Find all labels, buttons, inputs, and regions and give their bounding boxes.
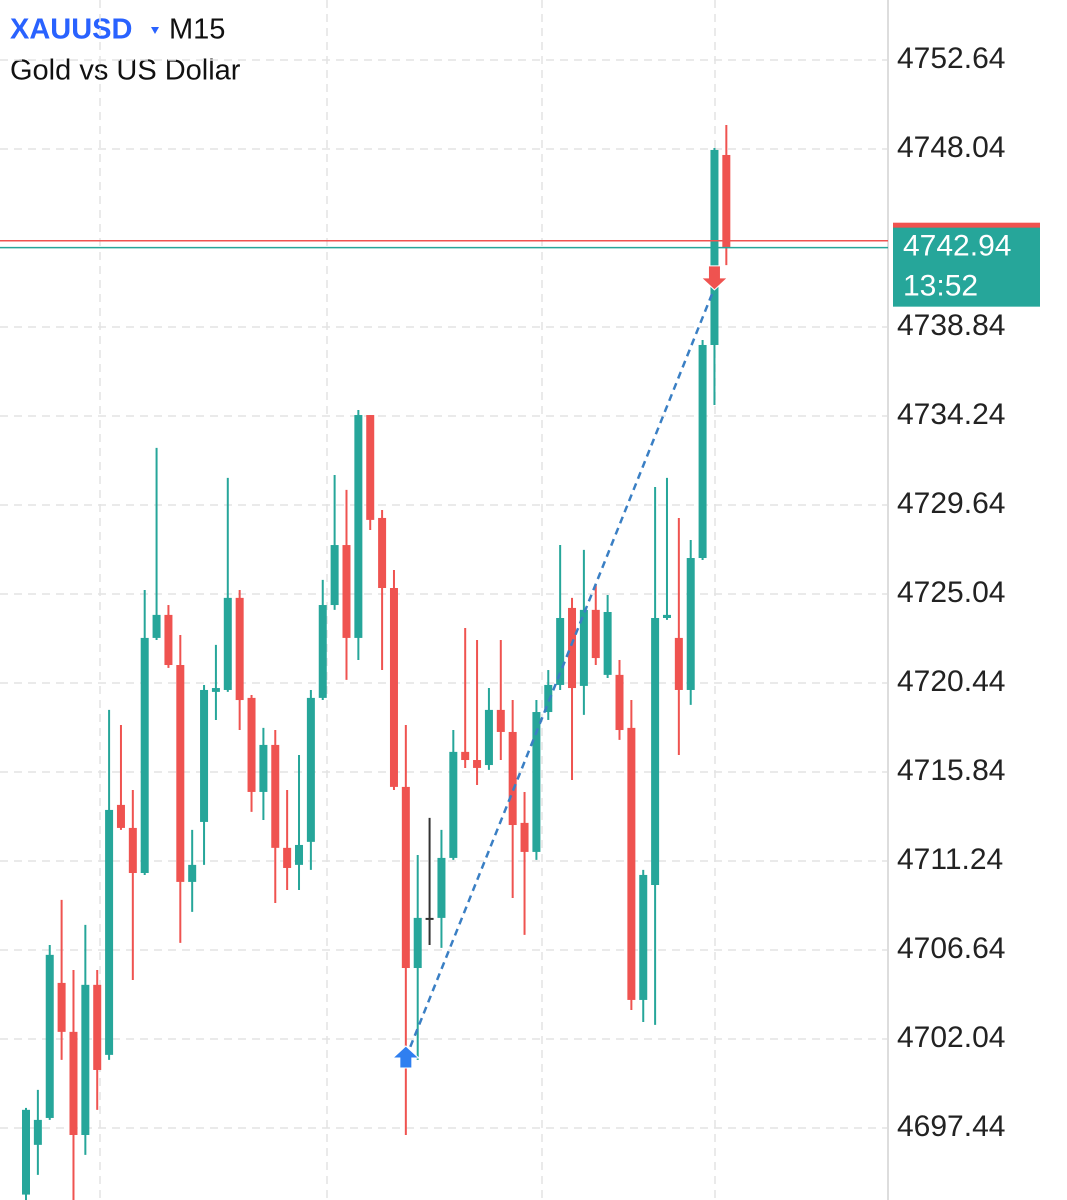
candle-body	[259, 744, 268, 792]
last-price-box	[893, 227, 1040, 307]
symbol[interactable]: XAUUSD	[10, 14, 132, 46]
candle-body	[544, 684, 553, 713]
timeframe[interactable]: M15	[169, 14, 225, 46]
candle-body	[484, 709, 493, 766]
candle-body	[615, 674, 624, 731]
countdown-label: 13:52	[903, 270, 978, 303]
y-tick-label: 4752.64	[897, 42, 1005, 75]
y-tick-label: 4738.84	[897, 309, 1005, 342]
symbol-dropdown-icon[interactable]	[151, 27, 159, 34]
candle-body	[22, 1109, 30, 1195]
candle-body	[603, 611, 612, 675]
candle-body	[674, 637, 683, 690]
candle-body	[508, 731, 517, 826]
candle-body	[33, 1119, 42, 1145]
y-tick-label: 4711.24	[897, 843, 1003, 876]
candle-body	[401, 786, 410, 969]
sell-arrow	[700, 265, 729, 291]
candle-body	[366, 415, 375, 520]
candle-body	[318, 605, 327, 698]
candle-body	[283, 847, 292, 868]
y-tick-label: 4725.04	[897, 576, 1005, 609]
trade-line	[404, 287, 716, 1059]
candle-body	[378, 517, 387, 589]
y-tick-label: 4734.24	[897, 398, 1005, 431]
candle-body	[556, 617, 565, 685]
candle-body	[449, 751, 458, 858]
y-tick-label: 4702.04	[897, 1021, 1005, 1054]
candle-body	[651, 617, 660, 886]
candle-body	[639, 874, 648, 1000]
candle-body	[45, 954, 54, 1118]
candle-body	[200, 689, 209, 822]
y-tick-label: 4697.44	[897, 1110, 1005, 1143]
y-tick-label: 4729.64	[897, 487, 1005, 520]
candle-body	[211, 688, 220, 692]
candle-body	[496, 709, 505, 732]
candle-body	[105, 809, 114, 1055]
y-tick-label: 4706.64	[897, 932, 1005, 965]
candle-body	[520, 822, 529, 852]
candle-body	[93, 984, 102, 1070]
candle-body	[235, 597, 244, 701]
candle-body	[568, 607, 577, 689]
candle-body	[188, 864, 197, 882]
candle-body	[698, 344, 707, 559]
candle-body	[532, 712, 541, 852]
candle-body	[354, 415, 363, 638]
candle-body	[389, 588, 398, 787]
candle-body	[473, 760, 482, 768]
buy-arrow	[391, 1045, 421, 1069]
y-tick-label: 4748.04	[897, 131, 1005, 164]
candle-body	[342, 545, 351, 638]
candle-body	[116, 804, 125, 828]
candle-body	[722, 154, 731, 249]
candle-body	[69, 1031, 78, 1135]
candle-body	[271, 744, 280, 848]
candle-body	[295, 844, 304, 865]
candle-body	[81, 984, 90, 1135]
candle-body	[223, 597, 232, 690]
candle-body	[152, 614, 161, 638]
y-tick-label: 4720.44	[897, 665, 1005, 698]
candle-body	[330, 545, 339, 606]
candle-body	[437, 857, 446, 918]
candle-body	[57, 982, 66, 1032]
candle-body	[686, 558, 695, 690]
candle-body	[627, 727, 636, 1000]
candle-body	[425, 917, 434, 920]
y-tick-label: 4715.84	[897, 754, 1005, 787]
candle-body	[413, 917, 422, 969]
candle-body	[591, 609, 600, 659]
candle-body	[461, 751, 470, 761]
candle-body	[662, 614, 671, 618]
last-price-label: 4742.94	[903, 230, 1011, 263]
candle-body	[140, 637, 149, 874]
candle-body	[164, 614, 173, 666]
candle-body	[128, 827, 137, 874]
candle-body	[176, 665, 185, 882]
candle-body	[306, 697, 315, 842]
candle-body	[579, 609, 588, 686]
candle-body	[247, 697, 256, 792]
